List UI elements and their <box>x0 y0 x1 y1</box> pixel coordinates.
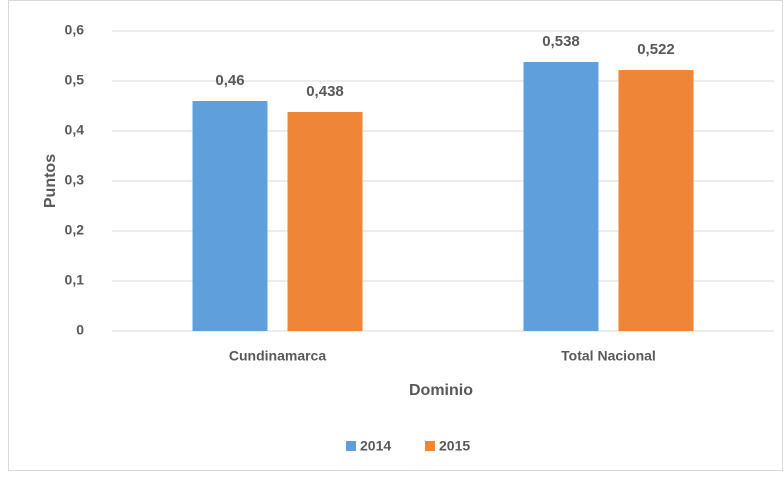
y-tick-label: 0,5 <box>65 72 85 88</box>
bar <box>618 70 694 331</box>
data-label: 0,438 <box>306 83 344 100</box>
legend-swatch <box>346 441 356 451</box>
data-label: 0,538 <box>542 33 580 50</box>
legend-swatch <box>425 441 435 451</box>
y-tick-label: 0,2 <box>65 222 85 238</box>
y-tick-label: 0 <box>76 322 84 338</box>
y-tick-label: 0,1 <box>65 272 85 288</box>
bar <box>523 62 599 331</box>
x-axis-label: Dominio <box>409 382 473 399</box>
bar <box>192 101 268 331</box>
legend-label: 2015 <box>439 438 470 454</box>
x-tick-label: Cundinamarca <box>229 348 326 364</box>
y-tick-label: 0,4 <box>65 122 85 138</box>
y-tick-label: 0,6 <box>65 22 85 38</box>
y-axis-label: Puntos <box>42 154 59 208</box>
bar <box>287 112 363 331</box>
x-tick-label: Total Nacional <box>561 348 656 364</box>
data-label: 0,46 <box>215 72 244 89</box>
data-label: 0,522 <box>637 41 675 58</box>
y-tick-label: 0,3 <box>65 172 85 188</box>
legend-label: 2014 <box>360 438 391 454</box>
